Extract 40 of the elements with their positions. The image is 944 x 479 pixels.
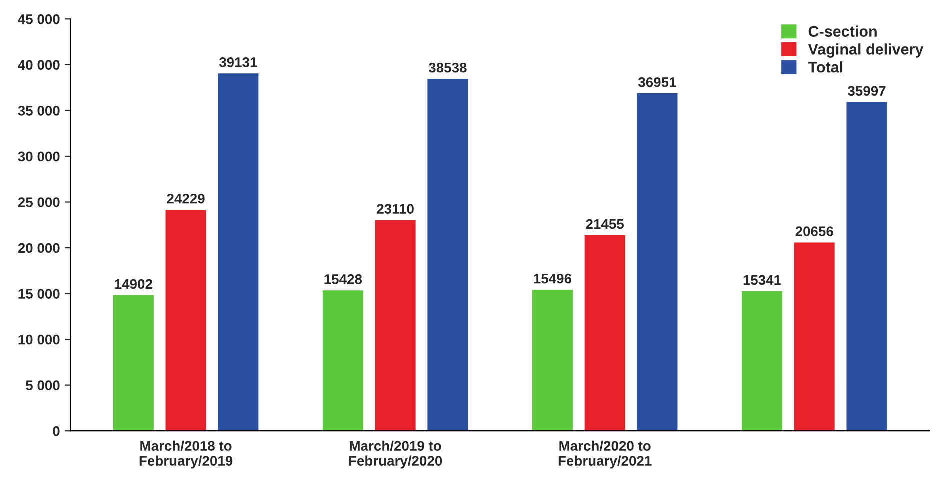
x-tick-label: March/2020 to February/2021	[558, 440, 652, 469]
data-label: 24229	[167, 194, 205, 204]
bar	[216, 72, 260, 432]
data-label: 35997	[848, 86, 886, 96]
bar	[845, 100, 889, 432]
data-label: 36951	[638, 77, 676, 88]
y-tick-label: 40 000	[18, 60, 60, 70]
y-tick-label: 20 000	[18, 243, 60, 254]
y-tick-label: 5 000	[26, 380, 60, 390]
y-tick-label: 35 000	[18, 106, 60, 116]
data-label: 23110	[377, 204, 414, 214]
data-label: 15496	[534, 274, 572, 284]
y-tick-label: 15 000	[18, 289, 60, 299]
bar	[636, 92, 680, 432]
bar	[322, 289, 365, 432]
bar	[740, 290, 784, 432]
y-tick-label: 30 000	[18, 152, 60, 162]
data-label: 15428	[324, 274, 362, 284]
bar	[164, 208, 208, 432]
bar	[583, 234, 627, 432]
data-label: 14902	[115, 279, 152, 290]
x-tick-label: March/2019 to February/2020	[349, 440, 442, 469]
bar	[426, 78, 470, 432]
data-label: 39131	[219, 58, 258, 68]
data-label: 38538	[428, 62, 467, 73]
data-label: 21455	[586, 219, 624, 230]
data-label: 20656	[796, 226, 834, 236]
x-tick-label: March/2018 to February/2019	[140, 440, 233, 469]
data-label: 15341	[744, 275, 782, 286]
legend-label: C-section	[808, 26, 877, 38]
bar	[374, 218, 418, 432]
y-tick-label: 45 000	[18, 14, 60, 24]
bar	[531, 288, 574, 432]
legend-label: Vaginal delivery	[808, 44, 924, 58]
y-tick-label: 10 000	[18, 334, 60, 345]
y-tick-label: 25 000	[18, 198, 60, 208]
bar	[792, 241, 836, 432]
legend-label: Total	[808, 62, 843, 73]
bar	[112, 294, 156, 432]
y-tick-label: 0	[53, 426, 60, 436]
